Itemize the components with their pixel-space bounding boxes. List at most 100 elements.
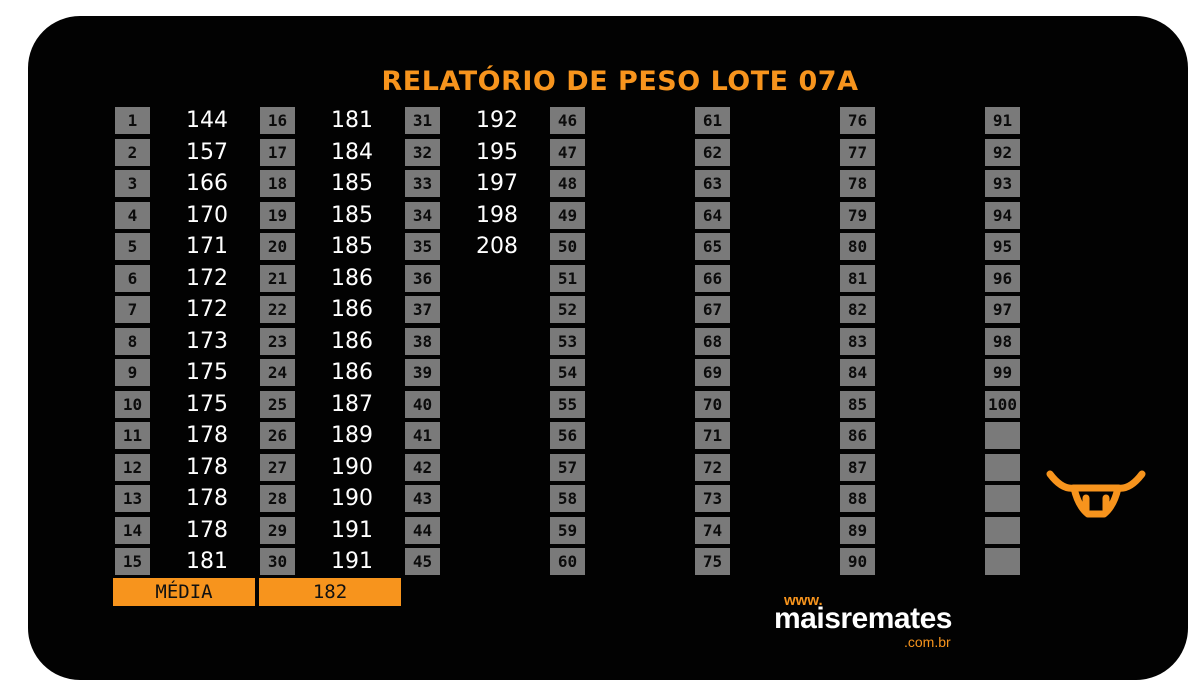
animal-number: 12: [115, 453, 150, 481]
animal-number: 37: [405, 296, 440, 323]
animal-weight: [902, 107, 962, 134]
animal-number: 69: [695, 359, 730, 386]
animal-weight: [902, 170, 962, 197]
animal-weight: 172: [186, 297, 228, 322]
animal-number: 24: [260, 359, 295, 386]
animal-number: 75: [695, 548, 730, 575]
animal-number: 99: [985, 359, 1020, 386]
animal-weight: [902, 548, 962, 575]
animal-number: 42: [405, 453, 440, 481]
animal-weight: 175: [186, 360, 228, 385]
animal-number: 82: [840, 296, 875, 323]
animal-weight: [902, 454, 962, 481]
animal-weight: [612, 359, 672, 386]
animal-weight: [1047, 139, 1107, 166]
animal-number: 56: [550, 422, 585, 449]
animal-weight: [612, 233, 672, 260]
animal-number: 59: [550, 516, 585, 544]
animal-number: 23: [260, 327, 295, 355]
animal-weight: 178: [186, 454, 228, 480]
animal-weight: [902, 391, 962, 418]
animal-weight: 186: [331, 328, 373, 354]
animal-number: 53: [550, 327, 585, 355]
animal-weight: [757, 170, 817, 197]
animal-weight: [467, 517, 527, 544]
animal-number: 14: [115, 516, 150, 544]
animal-weight: [1047, 296, 1107, 323]
animal-weight: 189: [331, 423, 373, 448]
animal-weight: 197: [476, 171, 518, 196]
animal-weight: 178: [186, 517, 228, 543]
animal-number: 87: [840, 453, 875, 481]
animal-number: 47: [550, 138, 585, 166]
animal-number: 45: [405, 548, 440, 575]
animal-number: 11: [115, 422, 150, 449]
animal-number: 48: [550, 170, 585, 197]
animal-number: 79: [840, 201, 875, 229]
animal-number: 25: [260, 390, 295, 418]
animal-weight: 181: [186, 549, 228, 574]
animal-number: 81: [840, 264, 875, 292]
animal-number: 13: [115, 485, 150, 512]
animal-weight: 175: [186, 391, 228, 417]
animal-number: 26: [260, 422, 295, 449]
animal-number: 5: [115, 233, 150, 260]
animal-number: 31: [405, 107, 440, 134]
animal-number: 21: [260, 264, 295, 292]
animal-weight: [757, 517, 817, 544]
bull-head-icon: [1046, 470, 1146, 518]
animal-weight: 185: [331, 234, 373, 259]
animal-weight: 184: [331, 139, 373, 165]
average-label: MÉDIA: [113, 578, 255, 606]
animal-weight: 178: [186, 423, 228, 448]
animal-number: 85: [840, 390, 875, 418]
animal-weight: 157: [186, 139, 228, 165]
animal-number: 54: [550, 359, 585, 386]
animal-weight: [902, 296, 962, 323]
animal-number: 30: [260, 548, 295, 575]
animal-number: 72: [695, 453, 730, 481]
animal-number: 61: [695, 107, 730, 134]
animal-number: 2: [115, 138, 150, 166]
animal-number: 17: [260, 138, 295, 166]
animal-number: 97: [985, 296, 1020, 323]
animal-weight: [902, 202, 962, 229]
animal-number: 92: [985, 138, 1020, 166]
animal-number: 57: [550, 453, 585, 481]
animal-number: 18: [260, 170, 295, 197]
animal-weight: 178: [186, 486, 228, 511]
animal-number: 50: [550, 233, 585, 260]
animal-number: 60: [550, 548, 585, 575]
animal-weight: [902, 517, 962, 544]
animal-weight: [757, 233, 817, 260]
animal-weight: [467, 328, 527, 355]
animal-number: 55: [550, 390, 585, 418]
animal-number: 95: [985, 233, 1020, 260]
animal-number: 65: [695, 233, 730, 260]
animal-weight: [612, 202, 672, 229]
animal-weight: 195: [476, 139, 518, 165]
animal-number: 70: [695, 390, 730, 418]
animal-weight: [757, 139, 817, 166]
animal-weight: [1047, 265, 1107, 292]
animal-weight: [757, 391, 817, 418]
animal-weight: [757, 107, 817, 134]
animal-weight: 181: [331, 108, 373, 133]
animal-weight: [612, 517, 672, 544]
animal-weight: [467, 485, 527, 512]
animal-number: 33: [405, 170, 440, 197]
animal-number: 88: [840, 485, 875, 512]
animal-number: 8: [115, 327, 150, 355]
animal-number: [985, 422, 1020, 449]
animal-number: 83: [840, 327, 875, 355]
animal-weight: 186: [331, 265, 373, 291]
animal-number: 64: [695, 201, 730, 229]
animal-weight: [1047, 548, 1107, 575]
animal-number: 4: [115, 201, 150, 229]
animal-number: 34: [405, 201, 440, 229]
animal-weight: [1047, 202, 1107, 229]
animal-weight: [467, 454, 527, 481]
animal-number: 78: [840, 170, 875, 197]
animal-number: 36: [405, 264, 440, 292]
animal-weight: [757, 422, 817, 449]
